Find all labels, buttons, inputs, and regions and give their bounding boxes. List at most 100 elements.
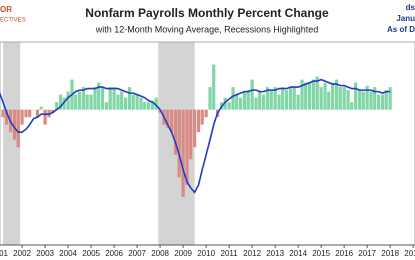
bar <box>16 109 20 148</box>
bar <box>288 87 293 110</box>
bar <box>231 87 235 110</box>
bar <box>342 87 346 110</box>
bar <box>338 87 342 110</box>
bar <box>100 87 105 110</box>
x-tick-label: 2002 <box>13 249 31 258</box>
bar <box>323 82 327 110</box>
bar <box>181 109 185 197</box>
bar <box>89 94 93 110</box>
bar <box>281 87 285 110</box>
bar <box>177 109 181 178</box>
bar <box>108 87 112 110</box>
bar <box>239 97 243 110</box>
x-tick-label: 2015 <box>312 249 330 258</box>
plot-frame <box>0 41 415 246</box>
bar <box>380 94 385 110</box>
x-tick-label: 2006 <box>105 249 123 258</box>
bar <box>1 109 5 118</box>
bar <box>85 94 89 110</box>
bar <box>43 109 47 125</box>
bar <box>365 85 369 110</box>
bar <box>350 102 354 110</box>
bar <box>62 97 66 110</box>
bar <box>285 90 289 110</box>
bar <box>5 109 9 125</box>
bar <box>143 102 147 110</box>
bar <box>77 91 82 110</box>
bar <box>250 79 254 110</box>
bar <box>112 87 116 110</box>
bar <box>254 97 258 110</box>
x-tick-label: 2009 <box>174 249 192 258</box>
bar <box>346 90 350 110</box>
bar <box>377 94 381 110</box>
logo-text: ECTIVES <box>0 18 26 24</box>
x-tick-label: 2003 <box>36 249 54 258</box>
bar <box>235 94 239 110</box>
bar <box>20 109 24 125</box>
bar <box>319 87 323 110</box>
bar <box>166 109 170 128</box>
bar <box>173 109 178 155</box>
bar <box>127 87 132 110</box>
bar <box>170 109 174 133</box>
bar <box>97 82 101 110</box>
bar <box>104 102 109 110</box>
chart-title: Nonfarm Payrolls Monthly Percent Change <box>85 6 329 20</box>
x-tick-label: 2011 <box>221 249 239 258</box>
bar <box>189 109 193 160</box>
bar <box>120 91 124 110</box>
x-tick-label: 2018 <box>381 249 399 258</box>
x-tick-label: 2012 <box>243 249 261 258</box>
bar <box>74 94 78 110</box>
x-tick-label: 2004 <box>59 249 77 258</box>
bar <box>223 97 227 110</box>
bar <box>135 94 139 110</box>
x-tick-label: 2005 <box>82 249 100 258</box>
x-tick-label: 2010 <box>197 249 215 258</box>
bar <box>246 90 250 110</box>
bar <box>311 79 316 110</box>
bar <box>58 94 63 110</box>
bar <box>361 91 365 110</box>
bar <box>24 109 28 118</box>
bar <box>331 82 335 110</box>
chart-subtitle: with 12-Month Moving Average, Recessions… <box>95 24 318 34</box>
bar <box>327 91 331 110</box>
bar <box>315 76 319 110</box>
bar <box>150 100 155 110</box>
bar <box>12 109 17 140</box>
bar <box>292 87 296 110</box>
bar <box>212 64 216 110</box>
bar <box>39 106 43 110</box>
logo-text: OR <box>0 5 12 14</box>
bar <box>116 94 120 110</box>
bar <box>269 90 273 110</box>
bar <box>139 97 143 110</box>
bar <box>277 94 281 110</box>
bar <box>357 90 362 110</box>
bar <box>193 109 197 148</box>
bar <box>258 91 262 110</box>
note: ds <box>406 3 415 12</box>
x-tick-label: 2014 <box>289 249 307 258</box>
bar <box>334 79 339 110</box>
bar <box>131 94 135 110</box>
bar <box>273 87 277 110</box>
bar <box>208 87 212 110</box>
bar <box>227 102 231 110</box>
bar <box>200 109 204 125</box>
moving-average-line <box>0 78 391 194</box>
bar <box>28 109 32 118</box>
bar <box>354 82 358 110</box>
bar <box>196 109 201 133</box>
x-tick-label: 2013 <box>266 249 284 258</box>
bar <box>51 109 55 113</box>
bar <box>66 91 70 110</box>
bar <box>185 109 189 185</box>
bar <box>93 87 97 110</box>
bar <box>147 102 151 110</box>
bar <box>373 87 377 110</box>
bar <box>124 97 128 110</box>
